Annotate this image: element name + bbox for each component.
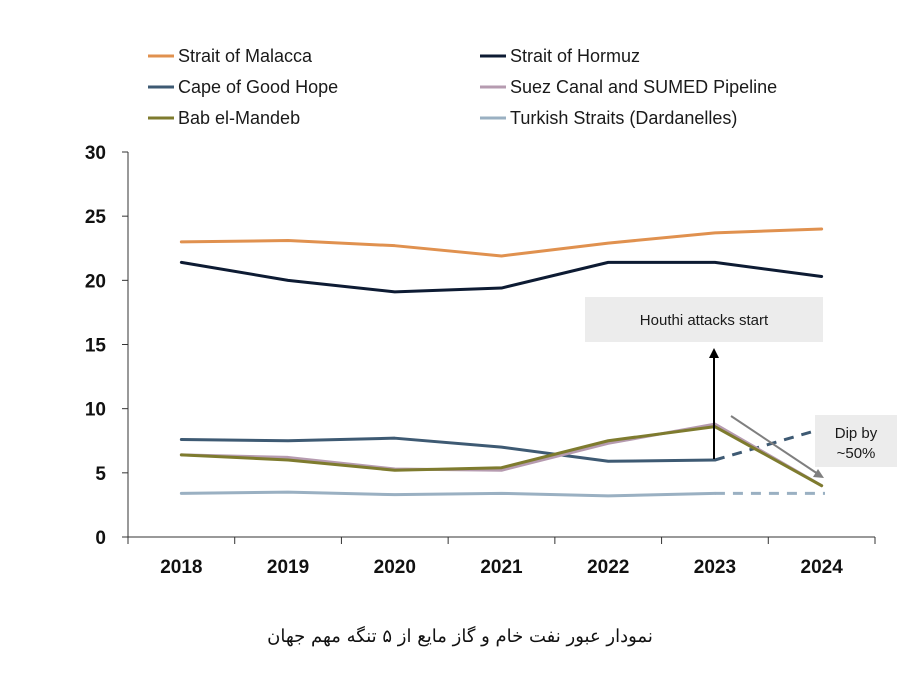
series-line-cape-of-good-hope xyxy=(179,436,717,463)
data-point-bab-el-mandeb xyxy=(820,484,823,487)
data-point-strait-of-hormuz xyxy=(393,290,396,293)
series-line-strait-of-hormuz xyxy=(179,260,824,294)
data-point-turkish-straits-dardanelles xyxy=(500,492,503,495)
x-tick-label: 2020 xyxy=(374,557,416,578)
x-tick-label: 2018 xyxy=(160,557,202,578)
data-point-strait-of-malacca xyxy=(713,231,716,234)
series-line-strait-of-malacca xyxy=(179,227,824,258)
data-point-strait-of-malacca xyxy=(287,239,290,242)
data-point-turkish-straits-dardanelles xyxy=(393,493,396,496)
data-point-bab-el-mandeb xyxy=(607,439,610,442)
x-tick-label: 2023 xyxy=(694,557,736,578)
y-axis: 0 5 10 15 20 25 30 xyxy=(85,143,129,549)
data-point-cape-of-good-hope xyxy=(393,437,396,440)
houthi-annotation-box xyxy=(585,297,823,342)
data-point-strait-of-malacca xyxy=(500,254,503,257)
data-point-strait-of-hormuz xyxy=(180,261,183,264)
legend-label-suez-canal-and-sumed-pipeline: Suez Canal and SUMED Pipeline xyxy=(510,77,777,97)
houthi-arrow-head xyxy=(709,348,719,358)
data-point-cape-of-good-hope xyxy=(500,446,503,449)
series-lines xyxy=(179,227,826,498)
y-tick-label: 15 xyxy=(85,336,107,357)
dip-annotation-line2: ~50% xyxy=(837,445,876,462)
y-tick-label: 25 xyxy=(85,207,107,228)
x-tick-label: 2019 xyxy=(267,557,309,578)
dip-annotation-box xyxy=(815,415,897,467)
annotations: Houthi attacks start Dip by ~50% xyxy=(585,297,897,478)
chart-legend: Strait of Malacca Strait of Hormuz Cape of… xyxy=(148,46,777,128)
data-point-cape-of-good-hope xyxy=(607,460,610,463)
x-tick-label: 2021 xyxy=(480,557,523,578)
data-point-strait-of-malacca xyxy=(607,242,610,245)
data-point-strait-of-hormuz xyxy=(287,279,290,282)
legend-label-bab-el-mandeb: Bab el-Mandeb xyxy=(178,108,300,128)
legend-label-strait-of-hormuz: Strait of Hormuz xyxy=(510,46,640,66)
data-point-bab-el-mandeb xyxy=(180,453,183,456)
x-tick-label: 2022 xyxy=(587,557,629,578)
data-point-strait-of-malacca xyxy=(393,244,396,247)
x-tick-label: 2024 xyxy=(801,557,844,578)
line-chart: Strait of Malacca Strait of Hormuz Cape of… xyxy=(85,46,897,578)
data-point-cape-of-good-hope xyxy=(287,439,290,442)
series-line-turkish-straits-dardanelles xyxy=(179,490,717,498)
y-tick-label: 30 xyxy=(85,143,106,164)
data-point-strait-of-hormuz xyxy=(820,275,823,278)
data-point-bab-el-mandeb xyxy=(393,469,396,472)
data-point-strait-of-hormuz xyxy=(713,261,716,264)
legend-label-turkish-straits-dardanelles: Turkish Straits (Dardanelles) xyxy=(510,108,737,128)
chart-caption: نمودار عبور نفت خام و گاز مایع از ۵ تنگه… xyxy=(267,626,653,647)
y-tick-label: 20 xyxy=(85,271,106,292)
houthi-annotation-label: Houthi attacks start xyxy=(640,312,769,329)
data-point-bab-el-mandeb xyxy=(287,459,290,462)
projection-line-cape-of-good-hope xyxy=(714,426,826,462)
data-point-cape-of-good-hope xyxy=(180,438,183,441)
x-axis: 2018 2019 2020 2021 2022 2023 2024 xyxy=(127,536,876,578)
y-tick-label: 5 xyxy=(95,464,106,485)
dip-annotation-line1: Dip by xyxy=(835,425,878,442)
data-point-turkish-straits-dardanelles xyxy=(180,492,183,495)
dip-arrow-head xyxy=(813,469,824,478)
data-point-bab-el-mandeb xyxy=(500,466,503,469)
dip-arrow xyxy=(730,415,819,475)
data-point-turkish-straits-dardanelles xyxy=(287,491,290,494)
data-point-turkish-straits-dardanelles xyxy=(607,494,610,497)
data-point-strait-of-malacca xyxy=(820,228,823,231)
data-point-strait-of-malacca xyxy=(180,240,183,243)
data-point-strait-of-hormuz xyxy=(500,287,503,290)
y-tick-label: 0 xyxy=(95,528,106,549)
y-tick-label: 10 xyxy=(85,400,106,421)
legend-label-cape-of-good-hope: Cape of Good Hope xyxy=(178,77,338,97)
legend-label-strait-of-malacca: Strait of Malacca xyxy=(178,46,313,66)
data-point-strait-of-hormuz xyxy=(607,261,610,264)
